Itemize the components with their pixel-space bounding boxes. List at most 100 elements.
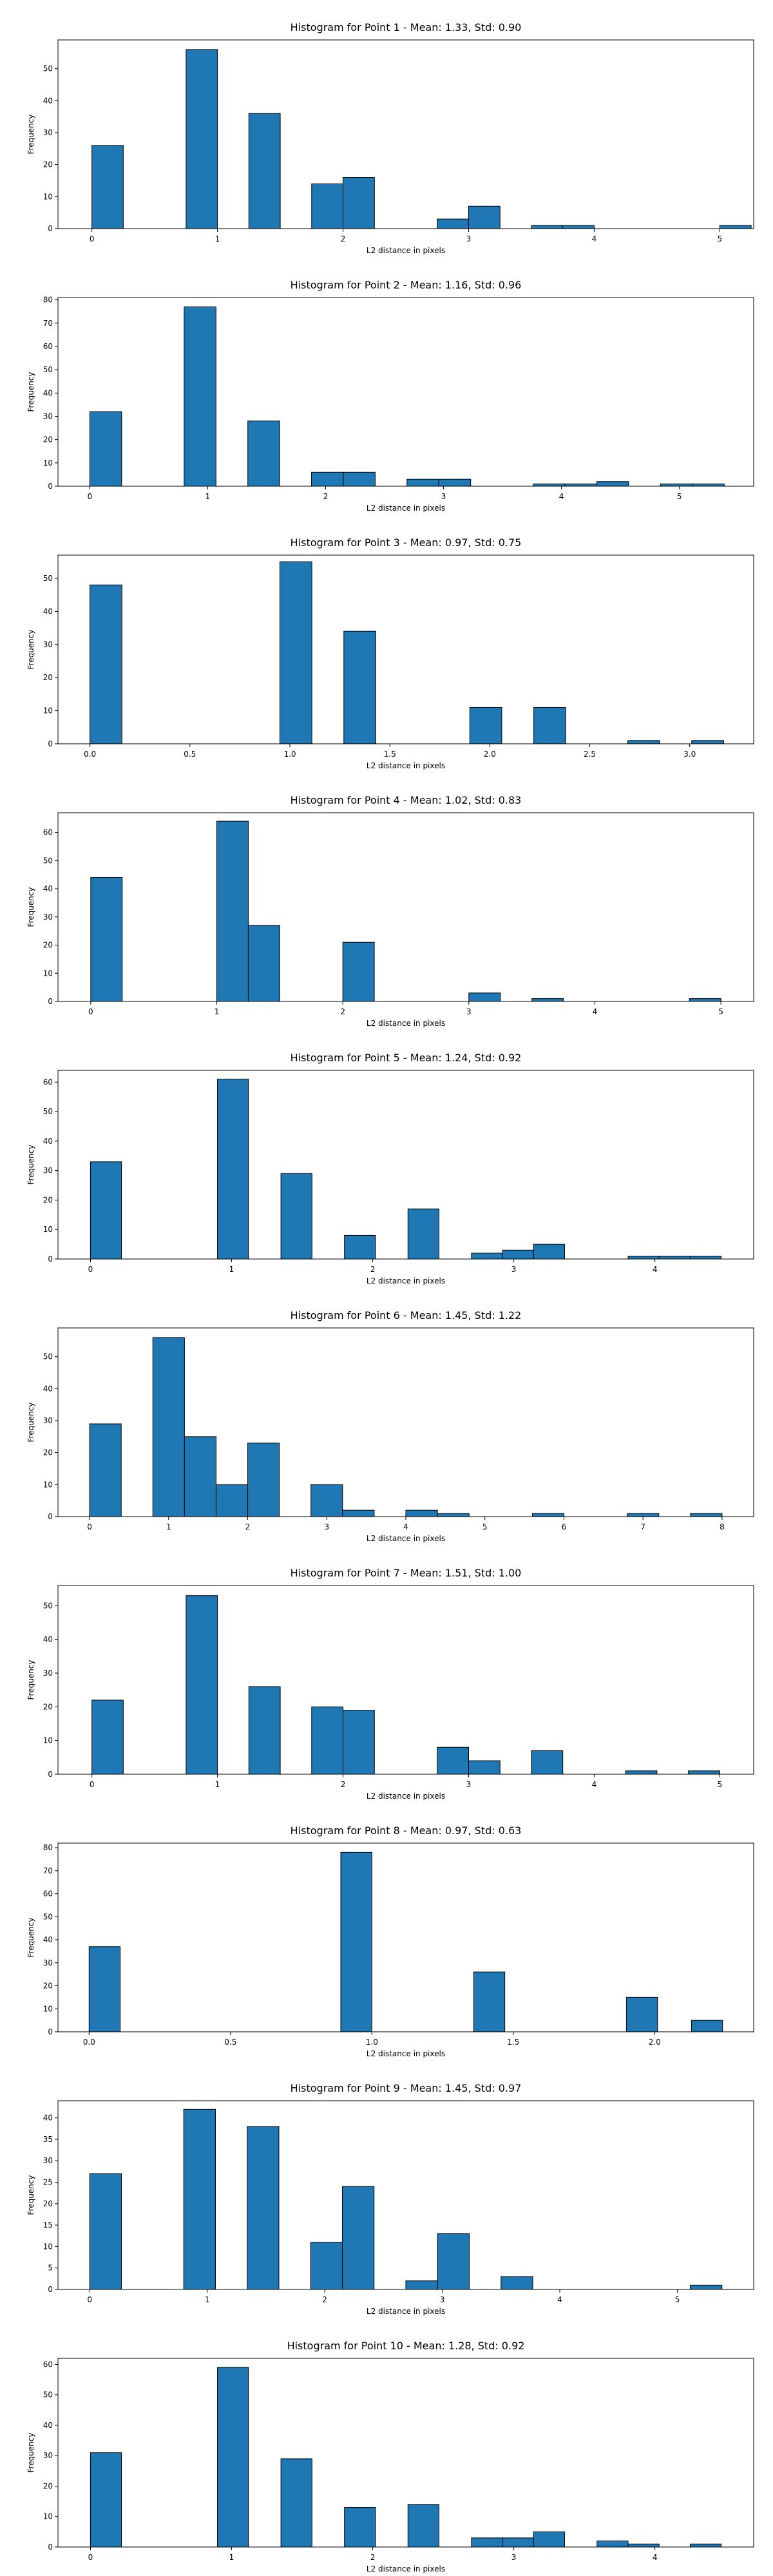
y-tick-label: 40 xyxy=(43,1137,53,1146)
bar xyxy=(184,306,216,487)
x-tick-label: 2.5 xyxy=(584,750,596,759)
histogram-chart-2: Histogram for Point 2 - Mean: 1.16, Std:… xyxy=(26,279,754,513)
x-tick-label: 0 xyxy=(87,2295,92,2304)
x-tick-label: 4 xyxy=(592,1780,597,1789)
x-tick-label: 0 xyxy=(88,2553,93,2562)
x-tick-label: 1 xyxy=(229,2553,234,2562)
y-tick-label: 0 xyxy=(48,224,53,233)
y-tick-label: 20 xyxy=(43,1702,53,1711)
x-tick-label: 4 xyxy=(403,1522,408,1531)
x-tick-label: 5 xyxy=(677,492,682,501)
chart-title: Histogram for Point 1 - Mean: 1.33, Std:… xyxy=(291,21,522,33)
x-tick-label: 1 xyxy=(215,1007,220,1016)
bars xyxy=(90,820,721,1002)
bar xyxy=(468,992,501,1002)
x-tick-label: 1 xyxy=(215,234,220,243)
bar xyxy=(689,2543,722,2548)
bar xyxy=(342,942,375,1002)
x-axis-label: L2 distance in pixels xyxy=(367,1276,445,1285)
bar xyxy=(90,877,123,1002)
y-tick-label: 50 xyxy=(43,1107,53,1116)
x-axis-label: L2 distance in pixels xyxy=(367,1019,445,1028)
bar xyxy=(342,1510,375,1517)
plot-frame xyxy=(57,2358,754,2548)
x-tick-label: 5 xyxy=(718,1780,723,1789)
y-tick-label: 20 xyxy=(43,1982,53,1991)
bar xyxy=(247,421,280,487)
x-tick-label: 4 xyxy=(592,234,597,243)
y-axis-label: Frequency xyxy=(26,1403,35,1443)
bar xyxy=(658,1255,691,1260)
bar xyxy=(341,2186,375,2290)
x-axis-label: L2 distance in pixels xyxy=(367,2049,445,2058)
bars xyxy=(89,1337,723,1517)
histogram-chart-5: Histogram for Point 5 - Mean: 1.24, Std:… xyxy=(26,1052,754,1285)
x-tick-label: 2 xyxy=(323,492,329,501)
bar xyxy=(91,1700,124,1775)
bar xyxy=(91,145,124,229)
y-tick-label: 10 xyxy=(43,2242,53,2251)
bar xyxy=(438,478,472,487)
bar xyxy=(596,481,629,487)
bars xyxy=(90,1079,722,1260)
bar xyxy=(533,706,566,744)
y-tick-label: 60 xyxy=(43,342,53,351)
histogram-chart-9: Histogram for Point 9 - Mean: 1.45, Std:… xyxy=(26,2082,754,2316)
y-axis-label: Frequency xyxy=(26,115,35,155)
bar xyxy=(183,2108,216,2290)
y-axis-label: Frequency xyxy=(26,630,35,670)
bar xyxy=(471,2537,503,2548)
bar xyxy=(502,2537,534,2548)
y-tick-label: 80 xyxy=(43,1843,53,1852)
bar xyxy=(279,561,312,744)
x-tick-label: 0 xyxy=(90,234,95,243)
x-tick-label: 1.5 xyxy=(507,2038,519,2047)
bar xyxy=(186,49,218,229)
x-tick-label: 1 xyxy=(205,492,211,501)
x-tick-label: 0.0 xyxy=(83,2038,95,2047)
bar xyxy=(437,1513,470,1517)
y-tick-label: 0 xyxy=(48,2543,53,2552)
bar xyxy=(407,2504,439,2548)
bar xyxy=(311,1706,344,1775)
bar xyxy=(88,1946,121,2032)
y-axis-label: Frequency xyxy=(26,1660,35,1700)
bar xyxy=(216,820,249,1002)
x-tick-label: 1 xyxy=(166,1522,171,1531)
x-axis-label: L2 distance in pixels xyxy=(367,2307,445,2316)
x-tick-label: 3 xyxy=(466,1007,472,1016)
bar xyxy=(152,1337,185,1517)
bar xyxy=(89,411,122,487)
plot-frame xyxy=(57,297,754,487)
y-tick-label: 40 xyxy=(43,388,53,397)
bar xyxy=(248,1686,281,1775)
bar xyxy=(531,998,564,1002)
y-tick-label: 30 xyxy=(43,1958,53,1967)
y-tick-label: 10 xyxy=(43,2512,53,2521)
bar xyxy=(691,740,724,744)
bar xyxy=(215,1484,249,1517)
y-axis-label: Frequency xyxy=(26,1918,35,1958)
x-tick-label: 0.0 xyxy=(84,750,96,759)
x-tick-label: 1.0 xyxy=(366,2038,378,2047)
chart-title: Histogram for Point 5 - Mean: 1.24, Std:… xyxy=(291,1052,522,1064)
bar xyxy=(437,1747,469,1775)
y-tick-label: 20 xyxy=(43,2481,53,2490)
x-tick-label: 2.0 xyxy=(649,2038,661,2047)
x-tick-label: 8 xyxy=(720,1522,725,1531)
histogram-chart-6: Histogram for Point 6 - Mean: 1.45, Std:… xyxy=(26,1309,754,1543)
histogram-chart-4: Histogram for Point 4 - Mean: 1.02, Std:… xyxy=(26,794,754,1028)
y-tick-label: 10 xyxy=(43,969,53,978)
x-tick-label: 3 xyxy=(466,1780,472,1789)
x-tick-label: 0 xyxy=(88,492,93,501)
x-tick-label: 5 xyxy=(718,1007,723,1016)
bar xyxy=(90,2452,122,2548)
y-tick-label: 50 xyxy=(43,1601,53,1610)
histogram-chart-8: Histogram for Point 8 - Mean: 0.97, Std:… xyxy=(26,1824,754,2058)
x-tick-label: 1 xyxy=(229,1265,234,1274)
bars xyxy=(88,1852,723,2032)
bar xyxy=(691,2020,723,2032)
y-tick-label: 60 xyxy=(43,2360,53,2369)
bar xyxy=(531,1750,564,1775)
y-tick-label: 30 xyxy=(43,1166,53,1175)
